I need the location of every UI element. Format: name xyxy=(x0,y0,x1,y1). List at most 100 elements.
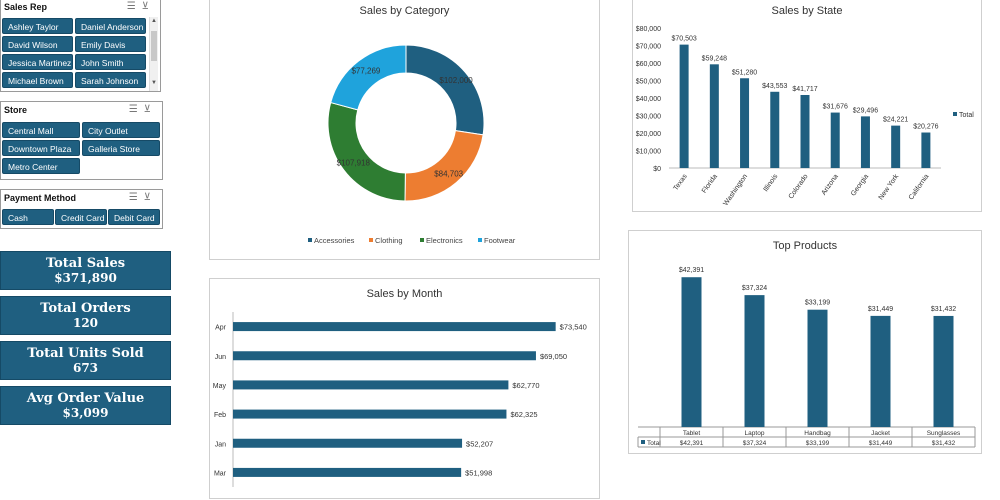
bar-tablet[interactable] xyxy=(681,277,702,427)
bar-arizona[interactable] xyxy=(830,112,840,168)
slicer-chip[interactable]: Jessica Martinez xyxy=(2,54,73,70)
table-row-label: Total xyxy=(647,440,661,447)
scroll-up-icon[interactable]: ▲ xyxy=(151,18,157,24)
data-label: $31,449 xyxy=(868,306,893,313)
chart-title: Sales by Category xyxy=(359,5,450,17)
products-bar-chart-svg: Total $42,391 Tablet $42,391 $37,324 Laptop $3… xyxy=(637,267,976,448)
slicer-chip[interactable]: City Outlet xyxy=(82,122,160,138)
slicer-chip[interactable]: Debit Card xyxy=(108,209,160,225)
bar-handbag[interactable] xyxy=(807,309,828,427)
slicer-chip[interactable]: John Smith xyxy=(75,54,146,70)
scroll-thumb[interactable] xyxy=(151,31,157,61)
donut-slice-clothing[interactable] xyxy=(404,130,484,202)
sales-rep-scrollbar[interactable]: ▲ ▼ xyxy=(149,17,158,91)
slicer-chip[interactable]: Daniel Anderson xyxy=(75,18,146,34)
donut-slice-accessories[interactable] xyxy=(405,44,485,136)
data-label: $41,717 xyxy=(792,86,817,93)
bar-jacket[interactable] xyxy=(870,315,891,427)
state-bar-chart-svg: $0 $10,000 $20,000 $30,000 $40,000 $50,000 $60… xyxy=(636,26,975,207)
data-label: $62,770 xyxy=(512,381,539,390)
bar-jun[interactable] xyxy=(233,351,536,361)
month-bar-chart-svg: $73,540 Apr $69,050 Jun $62,770 May $62,325 Feb… xyxy=(213,312,587,487)
chart-title: Sales by State xyxy=(771,5,843,17)
y-tick-label: $30,000 xyxy=(636,114,661,121)
donut-slice-electronics[interactable] xyxy=(327,101,406,202)
slicer-chip[interactable]: Emily Davis xyxy=(75,36,146,52)
clear-filter-icon[interactable]: ⊻ xyxy=(141,1,155,12)
table-cell: $31,432 xyxy=(932,440,956,447)
x-tick-label: Washington xyxy=(722,173,749,207)
slicer-chip[interactable]: Downtown Plaza xyxy=(2,140,80,156)
table-cell: $42,391 xyxy=(680,440,704,447)
bar-colorado[interactable] xyxy=(800,94,810,168)
sales-by-state-chart[interactable]: Sales by State $0 $10,000 $20,000 $30,000 $4… xyxy=(632,0,982,212)
legend-swatch xyxy=(308,238,312,242)
multi-select-icon[interactable]: ☰ xyxy=(128,104,144,115)
slicer-chip[interactable]: Credit Card xyxy=(55,209,107,225)
y-tick-label: $20,000 xyxy=(636,131,661,138)
bar-california[interactable] xyxy=(921,132,931,168)
bar-laptop[interactable] xyxy=(744,295,765,427)
y-tick-label: Apr xyxy=(215,325,227,332)
x-tick-label: New York xyxy=(878,173,901,202)
kpi-value: $3,099 xyxy=(62,406,109,420)
data-label: $20,276 xyxy=(913,124,938,131)
multi-select-icon[interactable]: ☰ xyxy=(128,192,144,203)
multi-select-icon[interactable]: ☰ xyxy=(126,1,142,12)
slicer-chip[interactable]: Metro Center xyxy=(2,158,80,174)
data-label: $73,540 xyxy=(560,323,587,332)
bar-apr[interactable] xyxy=(233,322,556,332)
clear-filter-icon[interactable]: ⊻ xyxy=(143,104,157,115)
top-products-chart[interactable]: Top Products Total $42,391 Tablet $42,391 $3… xyxy=(628,230,982,454)
scroll-down-icon[interactable]: ▼ xyxy=(151,80,157,86)
y-tick-label: May xyxy=(213,383,227,390)
kpi-value: $371,890 xyxy=(54,271,117,285)
y-tick-label: $50,000 xyxy=(636,79,661,86)
donut-slice-footwear[interactable] xyxy=(330,44,407,111)
data-label: $59,248 xyxy=(702,55,727,62)
data-label: $31,432 xyxy=(931,306,956,313)
data-label: $43,553 xyxy=(762,83,787,90)
x-tick-label: Colorado xyxy=(788,173,810,200)
kpi-label: Total Orders xyxy=(40,301,131,316)
bar-georgia[interactable] xyxy=(860,116,870,168)
data-label: $31,676 xyxy=(823,104,848,111)
kpi-label: Total Sales xyxy=(45,256,126,271)
bar-sunglasses[interactable] xyxy=(933,315,954,427)
payment-slicer: Payment Method ☰⊻ Cash Credit Card Debit C… xyxy=(0,189,163,229)
data-label: $37,324 xyxy=(742,285,767,292)
legend-label: Total xyxy=(959,112,974,119)
slicer-chip[interactable]: Galleria Store xyxy=(82,140,160,156)
bar-florida[interactable] xyxy=(709,64,719,168)
table-cell: $33,199 xyxy=(806,440,830,447)
bar-jan[interactable] xyxy=(233,438,463,448)
data-label: $51,280 xyxy=(732,69,757,76)
slicer-chip[interactable]: Sarah Johnson xyxy=(75,72,146,88)
data-label: $33,199 xyxy=(805,300,830,307)
bar-mar[interactable] xyxy=(233,467,462,477)
kpi-label: Total Units Sold xyxy=(27,346,144,361)
slicer-chip[interactable]: Michael Brown xyxy=(2,72,73,88)
slicer-chip[interactable]: David Wilson xyxy=(2,36,73,52)
bar-texas[interactable] xyxy=(679,44,689,168)
x-tick-label: Handbag xyxy=(804,430,831,437)
bar-illinois[interactable] xyxy=(770,91,780,168)
slicer-chip[interactable]: Central Mall xyxy=(2,122,80,138)
sales-by-month-chart[interactable]: Sales by Month $73,540 Apr $69,050 Jun $62,7… xyxy=(209,278,600,499)
bar-new-york[interactable] xyxy=(891,125,901,168)
bar-may[interactable] xyxy=(233,380,509,390)
bar-washington[interactable] xyxy=(740,78,750,168)
store-slicer-title: Store xyxy=(4,105,28,115)
bar-feb[interactable] xyxy=(233,409,507,419)
y-tick-label: Mar xyxy=(214,470,227,477)
slicer-chip[interactable]: Cash xyxy=(2,209,54,225)
data-label: $102,000 xyxy=(439,76,473,85)
slicer-chip[interactable]: Ashley Taylor xyxy=(2,18,73,34)
legend-label: Footwear xyxy=(484,236,516,245)
x-tick-label: Illinois xyxy=(763,173,780,193)
clear-filter-icon[interactable]: ⊻ xyxy=(143,192,157,203)
chart-title: Top Products xyxy=(772,240,838,252)
data-label: $52,207 xyxy=(466,439,493,448)
sales-by-category-chart[interactable]: Sales by Category $102,000 $84,703 $107,91… xyxy=(209,0,600,260)
table-cell: $31,449 xyxy=(869,440,893,447)
